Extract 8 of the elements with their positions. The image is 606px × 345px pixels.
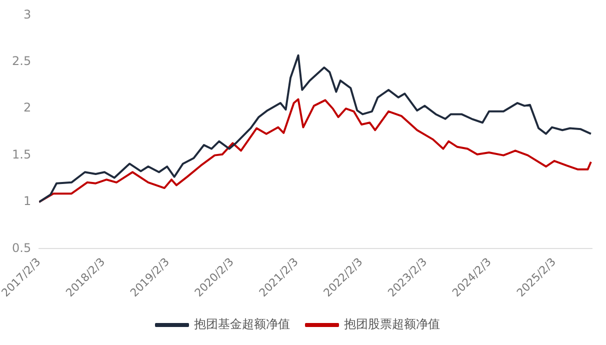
y-tick-label: 3 [23, 7, 32, 22]
y-tick-label: 0.5 [12, 240, 32, 255]
y-tick-label: 1.5 [12, 147, 32, 162]
legend-label: 抱团基金超额净值 [194, 317, 290, 332]
y-tick-label: 2.5 [12, 54, 32, 68]
y-tick-label: 2 [23, 100, 32, 115]
y-tick-label: 1 [23, 194, 32, 208]
legend-label: 抱团股票超额净值 [344, 317, 440, 332]
